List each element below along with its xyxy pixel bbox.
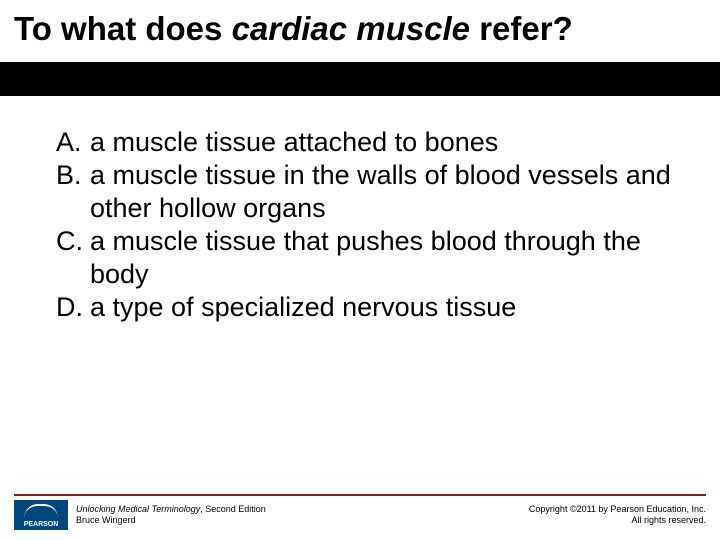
option-text: a muscle tissue in the walls of blood ve… — [90, 159, 680, 225]
footer-divider — [14, 494, 706, 496]
option-text: a muscle tissue that pushes blood throug… — [90, 225, 680, 291]
black-band — [0, 62, 720, 96]
copyright-line1: Copyright ©2011 by Pearson Education, In… — [529, 504, 706, 515]
title-bar: To what does cardiac muscle refer? — [0, 0, 720, 62]
book-edition: , Second Edition — [200, 504, 266, 514]
title-prefix: To what does — [14, 10, 232, 47]
option-letter: D. — [56, 291, 90, 324]
copyright-line2: All rights reserved. — [529, 515, 706, 526]
option-b: B. a muscle tissue in the walls of blood… — [56, 159, 680, 225]
option-letter: A. — [56, 126, 90, 159]
option-c: C. a muscle tissue that pushes blood thr… — [56, 225, 680, 291]
option-text: a type of specialized nervous tissue — [90, 291, 680, 324]
option-text: a muscle tissue attached to bones — [90, 126, 680, 159]
book-info: Unlocking Medical Terminology, Second Ed… — [76, 504, 266, 527]
options-list: A. a muscle tissue attached to bones B. … — [0, 96, 720, 324]
book-title-line: Unlocking Medical Terminology, Second Ed… — [76, 504, 266, 515]
title-italic-term: cardiac muscle — [232, 10, 470, 47]
option-d: D. a type of specialized nervous tissue — [56, 291, 680, 324]
book-author: Bruce Wingerd — [76, 515, 266, 526]
book-title: Unlocking Medical Terminology — [76, 504, 200, 514]
footer-row: PEARSON Unlocking Medical Terminology, S… — [14, 500, 706, 530]
question-title: To what does cardiac muscle refer? — [14, 10, 706, 48]
footer: PEARSON Unlocking Medical Terminology, S… — [0, 494, 720, 530]
option-letter: C. — [56, 225, 90, 258]
title-suffix: refer? — [470, 10, 573, 47]
copyright: Copyright ©2011 by Pearson Education, In… — [529, 504, 706, 527]
logo-label: PEARSON — [24, 521, 59, 528]
logo-arc-icon — [24, 504, 58, 518]
option-a: A. a muscle tissue attached to bones — [56, 126, 680, 159]
option-letter: B. — [56, 159, 90, 192]
footer-left: PEARSON Unlocking Medical Terminology, S… — [14, 500, 266, 530]
pearson-logo: PEARSON — [14, 500, 68, 530]
